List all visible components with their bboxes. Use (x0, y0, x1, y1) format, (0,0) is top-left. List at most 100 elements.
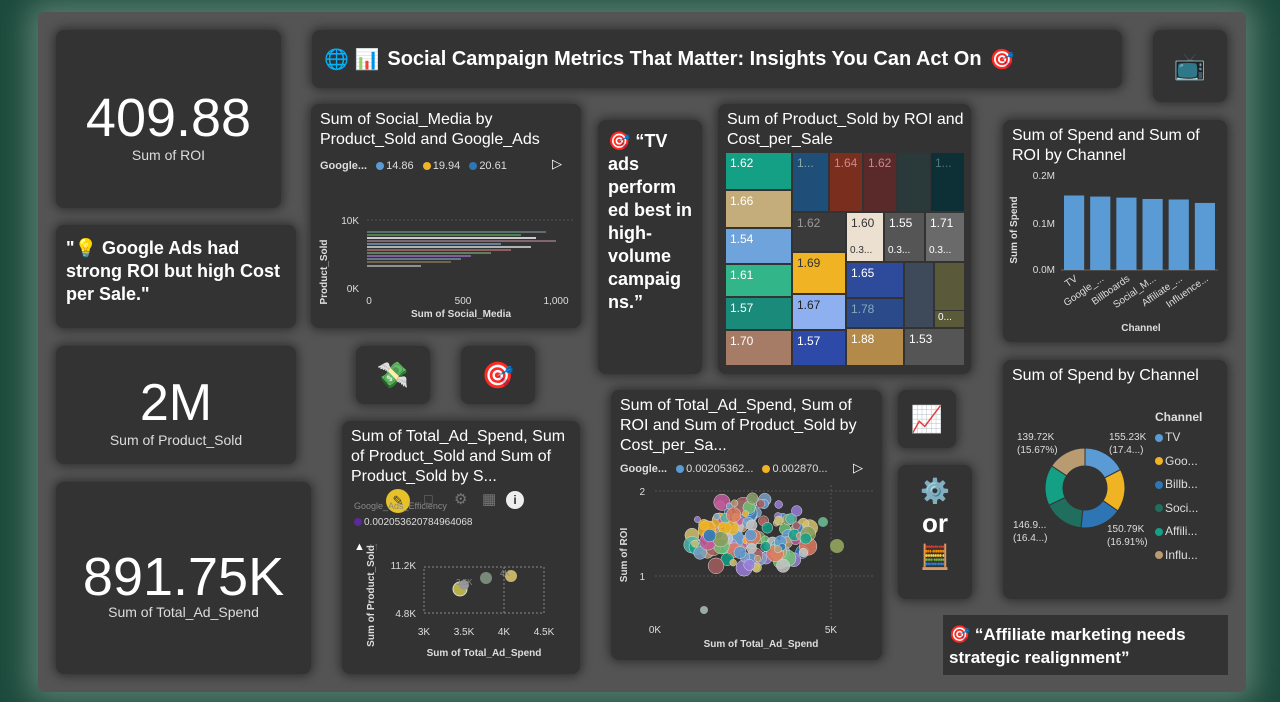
treemap-tile[interactable]: 1.62 (725, 152, 792, 190)
spend-roi-chart[interactable]: Sum of Spend and Sum of ROI by Channel S… (1003, 120, 1227, 342)
scatter-point[interactable] (776, 558, 791, 573)
gear-icon[interactable]: ⚙ (454, 491, 468, 508)
y-axis-label: Sum of Spend (1009, 196, 1020, 263)
edit-icon[interactable]: ✎ (386, 489, 410, 513)
donut-legend-item[interactable]: Affili... (1155, 524, 1198, 548)
bar-1[interactable] (1090, 196, 1111, 270)
scatter-point[interactable] (754, 554, 761, 562)
kpi-roi-card[interactable]: 409.88 Sum of ROI (56, 30, 281, 208)
scatter-point[interactable] (746, 543, 757, 554)
donut-legend-item[interactable]: Influ... (1155, 548, 1198, 572)
treemap-tile[interactable]: 1.53 (904, 328, 965, 366)
tv-icon-button[interactable]: 📺 (1153, 30, 1227, 102)
scatter-point[interactable] (743, 558, 756, 571)
donut-chart[interactable]: Sum of Spend by Channel Channel TV Goo...… (1003, 360, 1227, 599)
scatter-point[interactable] (756, 499, 766, 509)
y-axis-label: Sum of ROI (619, 528, 630, 583)
target-icon-button[interactable]: 🎯 (461, 346, 535, 404)
scatter-point[interactable] (746, 492, 759, 505)
donut-legend-item[interactable]: Billb... (1155, 477, 1198, 501)
gear-icon[interactable]: ⚙️ (920, 478, 950, 505)
x-tick: 3K (418, 627, 431, 638)
big-scatter-chart[interactable]: Sum of Total_Ad_Spend, Sum of ROI and Su… (611, 390, 882, 660)
scatter-point[interactable] (729, 559, 737, 567)
scatter-point[interactable] (774, 500, 783, 509)
scatter-point[interactable] (694, 516, 701, 523)
grid-icon[interactable]: ▦ (482, 491, 497, 508)
scatter-point[interactable] (799, 532, 812, 545)
treemap-tile[interactable]: 1.78 (846, 298, 904, 328)
bar-0[interactable] (1064, 195, 1085, 270)
bar-3[interactable] (1142, 198, 1163, 270)
treemap-tile[interactable]: 1.88 (846, 328, 904, 366)
legend-next-icon[interactable]: ▷ (552, 156, 562, 171)
treemap-tile[interactable]: 1.66 (725, 190, 792, 228)
scatter-point[interactable] (818, 517, 828, 527)
treemap-tile[interactable]: 1.64 (829, 152, 863, 212)
treemap-tile[interactable]: 1... (792, 152, 829, 212)
donut-legend-item[interactable]: Goo... (1155, 454, 1198, 478)
donut-legend-item[interactable]: Soci... (1155, 501, 1198, 525)
filter-icon[interactable]: □ (424, 491, 433, 507)
scatter-point[interactable] (725, 507, 742, 523)
treemap-tile[interactable]: 0.3... (884, 244, 925, 262)
scatter-point[interactable] (785, 513, 797, 525)
scatter-point[interactable] (700, 606, 708, 614)
social-media-chart[interactable]: Sum of Social_Media by Product_Sold and … (311, 104, 581, 328)
treemap-tile[interactable]: 0... (934, 310, 965, 328)
scatter-point[interactable] (691, 539, 699, 548)
scatter-point[interactable] (744, 529, 757, 542)
trend-icon-button[interactable]: 📈 (898, 390, 956, 448)
scatter-point[interactable] (774, 545, 782, 554)
treemap-tile[interactable]: 1.61 (725, 264, 792, 297)
treemap-tile[interactable] (904, 262, 934, 328)
treemap-tile[interactable]: 1.62 (792, 212, 846, 252)
kpi-ad-spend-card[interactable]: 891.75K Sum of Total_Ad_Spend (56, 482, 311, 674)
visual-toolbar: ✎ □ ⚙ ▦ i (386, 489, 576, 513)
small-scatter-plot: Sum of Product_Sold 11.2K 4.8K 3.5K 4K 3… (366, 545, 555, 659)
treemap-tile[interactable]: 0.3... (925, 244, 965, 262)
bar-4[interactable] (1168, 199, 1189, 270)
bar-5[interactable] (1194, 202, 1215, 270)
scatter-point[interactable] (730, 499, 739, 508)
scatter-point[interactable] (713, 513, 721, 521)
scatter-point[interactable] (830, 539, 844, 553)
treemap-tile[interactable] (897, 152, 930, 212)
scatter-point[interactable] (707, 557, 725, 574)
bar-2[interactable] (1116, 197, 1137, 270)
scatter-point[interactable] (760, 541, 771, 552)
kpi-product-sold-card[interactable]: 2M Sum of Product_Sold (56, 346, 296, 464)
abacus-icon[interactable]: 🧮 (920, 544, 950, 571)
scatter-point[interactable] (761, 522, 773, 534)
scatter-point[interactable] (733, 546, 747, 559)
scatter-point[interactable] (798, 547, 809, 558)
treemap-tile[interactable]: 1.57 (725, 297, 792, 330)
treemap-tile[interactable]: 1... (930, 152, 965, 212)
donut-legend-item[interactable]: TV (1155, 430, 1198, 454)
info-icon[interactable]: i (506, 491, 524, 509)
donut-slice-5[interactable] (1050, 447, 1086, 477)
legend-next-icon[interactable]: ▷ (853, 460, 863, 475)
scatter-point[interactable] (693, 546, 707, 560)
y-tick: 10K (341, 216, 359, 227)
treemap-tile[interactable]: 0.3... (846, 244, 884, 262)
treemap-tile[interactable]: 1.62 (863, 152, 897, 212)
small-scatter-chart[interactable]: Sum of Total_Ad_Spend, Sum of Product_So… (342, 421, 580, 674)
treemap-tile[interactable]: 1.57 (792, 330, 846, 366)
scatter-point[interactable] (746, 519, 758, 531)
spend-roi-title: Sum of Spend and Sum of ROI by Channel (1012, 127, 1200, 164)
treemap-chart[interactable]: Sum of Product_Sold by ROI and Cost_per_… (718, 104, 971, 374)
treemap-tile[interactable]: 1.69 (792, 252, 846, 294)
scatter-point[interactable] (792, 521, 801, 530)
scatter-point[interactable] (742, 510, 749, 518)
treemap-tile[interactable]: 1.65 (846, 262, 904, 298)
treemap-tile[interactable]: 1.67 (792, 294, 846, 330)
treemap-tile[interactable]: 1.70 (725, 330, 792, 366)
sort-arrows[interactable]: ▲ ↑↑ (354, 541, 379, 553)
treemap-tile[interactable]: 1.54 (725, 228, 792, 264)
options-card[interactable]: ⚙️ or 🧮 (898, 465, 972, 599)
scatter-point[interactable] (791, 505, 803, 517)
scatter-point[interactable] (703, 528, 717, 543)
scatter-point[interactable] (774, 515, 784, 526)
money-icon-button[interactable]: 💸 (356, 346, 430, 404)
